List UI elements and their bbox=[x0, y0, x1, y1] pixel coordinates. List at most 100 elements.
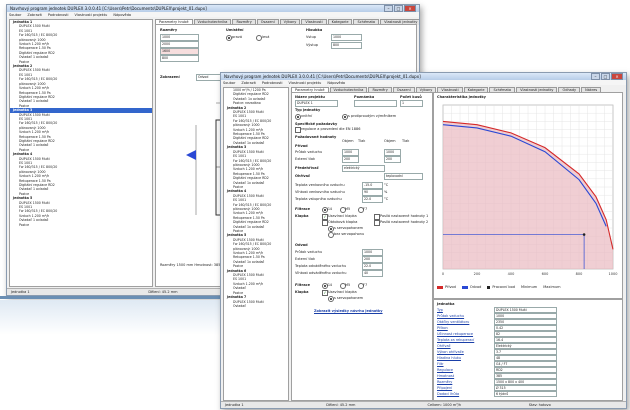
back-radio-right[interactable] bbox=[226, 35, 232, 41]
type-radio-counterflow[interactable] bbox=[342, 114, 348, 120]
tree-item[interactable]: Digitální regulace RD2 bbox=[19, 138, 55, 143]
tree-item[interactable]: Digitální regulace RD2 bbox=[233, 220, 269, 225]
tree-item[interactable]: Ovladač: 1x ovladač bbox=[233, 96, 266, 101]
tree-item[interactable]: Fw 160/315 / EC 800/20 bbox=[19, 77, 58, 82]
humidity-outdoor-input[interactable]: 90 bbox=[362, 189, 383, 196]
result-label[interactable]: Hladina hluku bbox=[437, 356, 461, 360]
tree-item[interactable]: DUPLEX 1500 Multi bbox=[233, 149, 264, 154]
tree-item[interactable]: Jednotka 3 bbox=[227, 145, 247, 150]
back-dim-field-4[interactable]: 800 bbox=[160, 55, 199, 62]
tree-item[interactable]: Digitální regulace RD2 bbox=[233, 136, 269, 141]
tree-item[interactable]: Rekuperace 1.50 Pa bbox=[19, 134, 51, 139]
tree-item[interactable]: Jednotka 1 bbox=[13, 20, 33, 24]
tree-item[interactable]: DUPLEX 1500 Multi bbox=[19, 68, 50, 73]
tree-item[interactable]: Fw 160/315 / EC 800/20 bbox=[19, 165, 58, 170]
tree-item[interactable]: plánovaný: 1000 bbox=[233, 206, 260, 211]
tab[interactable]: Vlastnosti jednotky bbox=[516, 87, 558, 93]
tree-item[interactable]: Vzduch 1.200 m³/h bbox=[233, 281, 264, 286]
tree-item[interactable]: DUPLEX 1500 Multi bbox=[233, 110, 264, 115]
tree-item[interactable]: Pozice bbox=[19, 147, 30, 152]
tree-item[interactable]: Rekuperace 1.50 Pa bbox=[233, 215, 265, 220]
back-output-field[interactable]: 800 bbox=[331, 42, 362, 49]
preheater-select[interactable]: elektrický bbox=[342, 165, 385, 172]
special-checkbox[interactable] bbox=[295, 127, 301, 133]
tree-item[interactable]: Ovladač bbox=[233, 286, 246, 291]
tree-item[interactable]: Pozice bbox=[19, 103, 30, 108]
tree-item[interactable]: Pozice bbox=[19, 59, 30, 64]
result-label[interactable]: Otáčky ventilátoru bbox=[437, 320, 470, 324]
result-label[interactable]: Teplota za rekuperací bbox=[437, 338, 475, 342]
tree-item[interactable]: plánovaný: 1000 bbox=[233, 246, 260, 251]
tab[interactable]: Nákres bbox=[581, 87, 602, 93]
back-dim-field-3[interactable]: 1600 bbox=[160, 48, 199, 55]
tree-item[interactable]: Ovladač 1 ovladač bbox=[19, 218, 49, 223]
damper-checkbox-bypass[interactable] bbox=[322, 220, 328, 226]
maximize-button[interactable]: □ bbox=[394, 5, 403, 12]
menu-file[interactable]: Soubor bbox=[9, 12, 22, 17]
tree-item[interactable]: Rekuperace 1.50 Pa bbox=[19, 46, 51, 51]
filter-radio-m5[interactable] bbox=[340, 207, 346, 213]
tree-item[interactable]: Vzduch 1.200 m³/h bbox=[19, 86, 50, 91]
menu-help[interactable]: Nápověda bbox=[113, 12, 132, 17]
minimize-button[interactable]: – bbox=[384, 5, 393, 12]
tree-item[interactable]: Digitální regulace RD2 bbox=[19, 183, 55, 188]
maximize-button[interactable]: □ bbox=[601, 73, 610, 80]
result-label[interactable]: Regulace bbox=[437, 368, 454, 372]
tree-item[interactable]: Ovladač bbox=[233, 303, 246, 308]
tree-item[interactable]: Pozice bbox=[233, 229, 244, 233]
note-input[interactable] bbox=[354, 100, 397, 107]
front-project-tree[interactable]: 1000 m³/h / 1200 Pa Digitální regulace RD… bbox=[223, 87, 289, 401]
tree-item[interactable]: Ovladač 1x ovladač bbox=[233, 259, 265, 264]
damper2-checkbox[interactable]: ✓ bbox=[322, 290, 328, 296]
tree-item[interactable]: Rekuperace 1.50 Pa bbox=[19, 90, 51, 95]
tree-item[interactable]: DUPLEX 1500 Multi bbox=[233, 299, 264, 304]
tab[interactable]: Vlastnosti bbox=[437, 87, 463, 93]
tree-item[interactable]: Pozice bbox=[19, 222, 30, 227]
tree-item[interactable]: Jednotka 3 bbox=[10, 108, 152, 113]
tree-item[interactable]: DUPLEX 1500 Multi bbox=[19, 24, 50, 29]
tree-item[interactable]: plánovaný: 1000 bbox=[19, 37, 46, 42]
show-results-link[interactable]: Zobrazit výsledky návrhu jednotky bbox=[314, 309, 383, 313]
tab[interactable]: Parametry hrubé bbox=[291, 87, 329, 93]
tree-item[interactable]: Vzduch 1.200 m³/h bbox=[233, 251, 264, 256]
tree-item[interactable]: Jednotka 2 bbox=[227, 105, 247, 110]
tree-item[interactable]: Vzduch 1.200 m³/h bbox=[19, 213, 50, 218]
result-label[interactable]: Hmotnost bbox=[437, 374, 455, 378]
tree-item[interactable]: Ovladač 1 ovladač bbox=[19, 143, 49, 148]
tree-item[interactable]: Digitální regulace RD2 bbox=[233, 92, 269, 97]
tab[interactable]: Parametry hrubé bbox=[155, 19, 193, 25]
tree-item[interactable]: ES 1001 bbox=[19, 161, 33, 165]
tree-item[interactable]: Pozice: nezadáno bbox=[233, 101, 261, 106]
tree-item[interactable]: plánovaný: 1000 bbox=[233, 123, 260, 128]
close-button[interactable]: × bbox=[404, 5, 416, 12]
tab[interactable]: Rozměry bbox=[368, 87, 392, 93]
tree-item[interactable]: plánovaný: 1000 bbox=[19, 169, 46, 174]
damper-checkbox-closing[interactable]: ✓ bbox=[322, 214, 328, 220]
menu-view[interactable]: Zobrazit bbox=[27, 12, 42, 17]
tree-item[interactable]: plánovaný: 1000 bbox=[19, 81, 46, 86]
exhaust-row-2-input[interactable]: 200 bbox=[362, 256, 383, 263]
tree-item[interactable]: Rekuperace 1.50 Pa bbox=[233, 132, 265, 137]
tree-item[interactable]: Ovladač 1 ovladač bbox=[19, 187, 49, 192]
result-label[interactable]: Dodací lhůta bbox=[437, 392, 460, 396]
tree-item[interactable]: Vzduch 1.200 m³/h bbox=[19, 174, 50, 179]
tree-item[interactable]: Ovladač 1x ovladač bbox=[233, 140, 265, 145]
tree-item[interactable]: Digitální regulace RD2 bbox=[19, 94, 55, 99]
tree-item[interactable]: Fw 160/315 / EC 800/20 bbox=[19, 209, 58, 214]
tree-item[interactable]: Jednotka 2 bbox=[13, 64, 33, 69]
tree-item[interactable]: Fw 160/315 / EC 800/20 bbox=[233, 118, 272, 123]
back-dim-field-2[interactable]: 2000 bbox=[160, 41, 199, 48]
tree-item[interactable]: Vzduch 1.200 m³/h bbox=[233, 127, 264, 132]
tab[interactable]: Výkony bbox=[279, 19, 301, 25]
tree-item[interactable]: Jednotka 4 bbox=[227, 189, 247, 194]
tab[interactable]: Kategorie bbox=[327, 19, 353, 25]
tree-item[interactable]: Rekuperace 1.50 Pa bbox=[233, 255, 265, 260]
project-name-input[interactable]: DUPLEX 1 bbox=[295, 100, 338, 107]
tree-item[interactable]: Jednotka 5 bbox=[227, 233, 247, 238]
menu-details[interactable]: Podrobnosti bbox=[261, 80, 283, 85]
back-input-field[interactable]: 1000 bbox=[331, 34, 362, 41]
close-button[interactable]: × bbox=[611, 73, 623, 80]
tab[interactable]: Vzduchotechnika bbox=[193, 19, 232, 25]
tree-item[interactable]: Jednotka 6 bbox=[227, 268, 247, 273]
tree-item[interactable]: Pozice bbox=[233, 290, 244, 295]
